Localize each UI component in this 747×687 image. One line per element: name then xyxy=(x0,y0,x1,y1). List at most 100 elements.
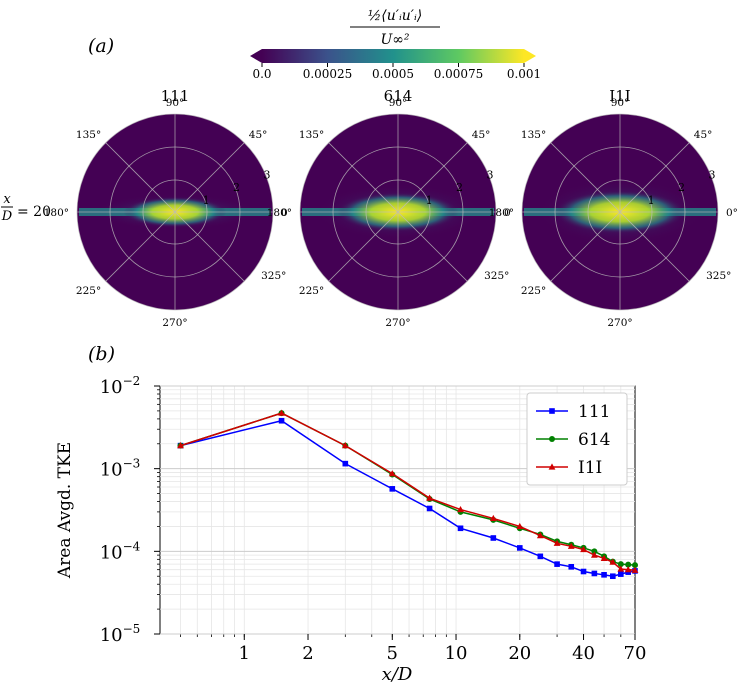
x-tick-label: 1 xyxy=(239,643,250,664)
legend-label: I1I xyxy=(578,458,602,478)
row-label: x D = 20 xyxy=(1,192,51,224)
radial-label: 1 xyxy=(426,194,433,207)
colorbar: ½⟨u′ᵢu′ᵢ⟩ U∞² 0.0 0.00025 0.0005 0.00075 0.0… xyxy=(250,8,541,81)
row-label-value: = 20 xyxy=(17,204,51,220)
angular-gridline xyxy=(550,142,690,282)
x-tick-label: 40 xyxy=(572,643,595,664)
angle-label: 135° xyxy=(76,129,101,141)
angle-label: 90° xyxy=(389,97,408,109)
colorbar-extend-low xyxy=(250,49,262,63)
angle-label: 270° xyxy=(162,317,187,329)
radial-label: 3 xyxy=(709,168,716,181)
polar-title: 111 xyxy=(161,87,190,105)
data-point-circle xyxy=(625,561,632,568)
colorbar-tick-label: 0.00025 xyxy=(303,67,353,81)
data-point-circle xyxy=(617,561,624,568)
angle-label: 135° xyxy=(521,129,546,141)
data-point-triangle xyxy=(624,566,632,573)
y-tick-label: 10−3 xyxy=(100,457,141,481)
data-point-triangle xyxy=(516,522,524,530)
angle-label: 325° xyxy=(706,270,731,282)
x-tick-label: 2 xyxy=(302,643,313,664)
angle-label: 270° xyxy=(607,317,632,329)
colorbar-label-denominator: U∞² xyxy=(380,32,409,48)
angle-label: 180° xyxy=(489,207,514,219)
angle-label: 0° xyxy=(726,207,738,219)
legend: 111 614 I1I xyxy=(526,392,628,486)
angle-label: 45° xyxy=(694,129,713,141)
angle-label: 180° xyxy=(267,207,292,219)
series-111 xyxy=(177,417,638,580)
data-point-triangle xyxy=(489,514,497,522)
data-point-square xyxy=(601,572,607,578)
data-point-square xyxy=(278,417,285,424)
radial-label: 1 xyxy=(203,194,210,207)
data-point-triangle xyxy=(177,442,184,449)
radial-label: 3 xyxy=(264,168,271,181)
x-tick-label: 20 xyxy=(508,643,531,664)
data-point-triangle xyxy=(553,539,561,546)
data-point-square xyxy=(426,505,433,512)
y-axis-label: Area Avgd. TKE xyxy=(55,442,75,579)
series-I1I xyxy=(177,409,639,573)
panel-a-label: (a) xyxy=(88,35,114,57)
data-point-triangle xyxy=(631,566,639,573)
y-tick-exponent: −2 xyxy=(123,374,141,388)
data-point-triangle xyxy=(457,505,464,513)
data-point-square xyxy=(580,568,587,575)
angle-label: 90° xyxy=(166,97,185,109)
data-point-circle xyxy=(549,436,555,442)
angle-label: 325° xyxy=(484,270,509,282)
colorbar-tick-label: 0.0 xyxy=(252,67,271,81)
radial-label: 2 xyxy=(456,181,463,194)
data-point-square xyxy=(618,571,624,577)
row-label-num: x xyxy=(3,192,11,207)
data-point-triangle xyxy=(536,531,544,539)
angle-label: 135° xyxy=(299,129,324,141)
colorbar-tick-label: 0.001 xyxy=(507,67,541,81)
data-point-triangle xyxy=(426,494,433,501)
radial-label: 2 xyxy=(233,181,240,194)
data-point-triangle xyxy=(609,558,617,565)
y-tick-label: 10−2 xyxy=(100,374,141,398)
y-tick-label: 10−5 xyxy=(100,622,141,646)
angle-label: 180° xyxy=(44,207,69,219)
data-point-square xyxy=(549,408,555,414)
y-tick-exponent: −3 xyxy=(123,457,141,471)
data-point-circle xyxy=(632,562,638,569)
angle-label: 225° xyxy=(299,285,324,297)
data-point-square xyxy=(490,535,497,541)
row-label-den: D xyxy=(1,209,13,224)
colorbar-tick-label: 0.0005 xyxy=(372,67,414,81)
colorbar-tick-label: 0.00075 xyxy=(434,67,484,81)
y-tick-base: 10 xyxy=(100,625,123,646)
angle-label: 325° xyxy=(261,270,286,282)
radial-label: 3 xyxy=(487,168,494,181)
colorbar-label-numerator: ½⟨u′ᵢu′ᵢ⟩ xyxy=(368,8,423,24)
x-tick-label: 70 xyxy=(624,643,647,664)
data-point-triangle xyxy=(567,542,575,549)
polar-title: I1I xyxy=(609,87,630,105)
colorbar-bar xyxy=(262,49,524,63)
angle-label: 225° xyxy=(521,285,546,297)
x-tick-label: 10 xyxy=(445,643,468,664)
data-point-square xyxy=(591,570,598,577)
angle-label: 45° xyxy=(249,129,268,141)
data-point-square xyxy=(457,525,464,532)
data-point-triangle xyxy=(388,470,396,477)
data-point-square xyxy=(568,563,575,570)
data-point-triangle xyxy=(590,551,598,558)
y-tick-base: 10 xyxy=(100,542,123,563)
legend-label: 614 xyxy=(578,430,610,450)
radial-label: 1 xyxy=(648,194,655,207)
angle-label: 0 xyxy=(281,207,288,219)
angle-label: 270° xyxy=(385,317,410,329)
y-tick-exponent: −5 xyxy=(123,622,141,636)
angular-gridline xyxy=(105,142,245,282)
data-point-triangle xyxy=(548,463,556,470)
angle-label: 0 xyxy=(504,207,511,219)
